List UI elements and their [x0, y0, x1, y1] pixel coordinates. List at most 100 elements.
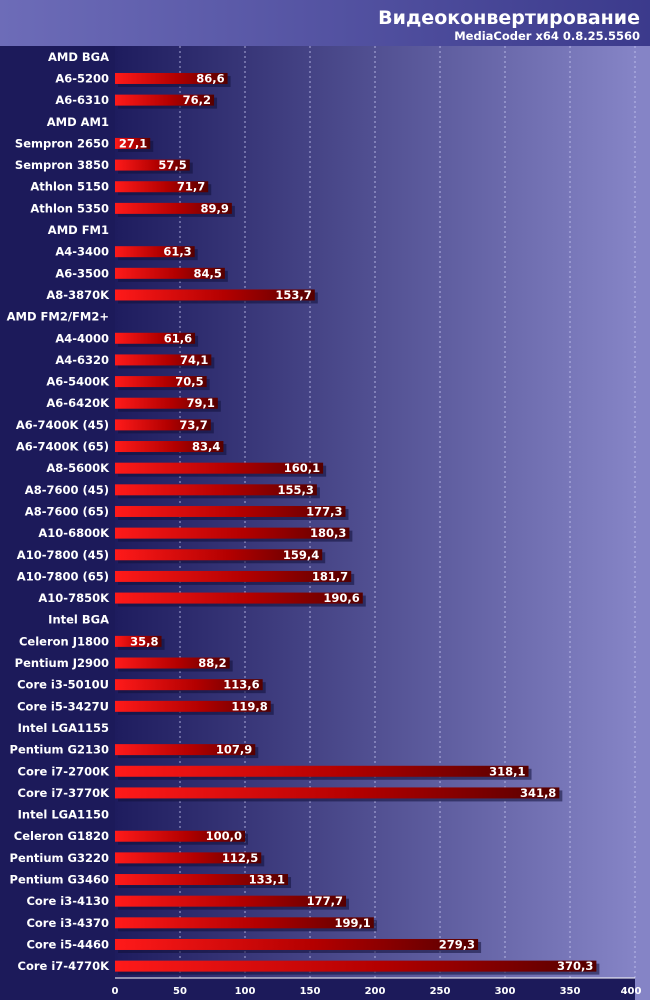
value-label: 83,4: [192, 440, 220, 454]
bar: [115, 765, 529, 777]
x-tick-label: 400: [621, 986, 642, 997]
bar: [115, 137, 151, 149]
bar: [115, 94, 215, 106]
value-label: 86,6: [196, 71, 224, 85]
value-label: 318,1: [489, 764, 525, 778]
chart-subtitle: MediaCoder x64 0.8.25.5560: [454, 29, 640, 43]
category-label: Core i5-4460: [26, 937, 109, 951]
category-label: Pentium G3460: [10, 873, 109, 887]
bar: [115, 549, 323, 561]
bar: [115, 267, 225, 279]
value-label: 71,7: [177, 180, 205, 194]
category-label: A6-6420K: [46, 396, 110, 410]
bar: [115, 960, 597, 972]
bar: [115, 462, 324, 474]
category-label: Intel BGA: [48, 613, 109, 627]
value-label: 153,7: [275, 288, 311, 302]
bar: [115, 72, 228, 84]
category-label: Core i3-5010U: [17, 678, 109, 692]
value-label: 84,5: [193, 266, 221, 280]
gridlines: [179, 46, 636, 978]
category-label: Sempron 2650: [15, 136, 109, 150]
bar: [115, 874, 289, 886]
value-label: 159,4: [283, 548, 319, 562]
bar: [115, 419, 211, 431]
bar: [115, 895, 347, 907]
value-label: 89,9: [200, 201, 228, 215]
bar: [115, 744, 256, 756]
x-tick-label: 0: [112, 986, 119, 997]
category-label: A8-3870K: [46, 288, 110, 302]
category-label: A6-7400K (65): [16, 440, 109, 454]
value-label: 70,5: [175, 375, 203, 389]
category-label: Core i3-4130: [26, 894, 109, 908]
value-label: 119,8: [231, 699, 267, 713]
title-band: [0, 0, 650, 46]
category-label: Core i7-3770K: [18, 786, 111, 800]
bar: [115, 700, 271, 712]
bar: [115, 505, 346, 517]
value-label: 190,6: [323, 591, 359, 605]
x-axis-ticks: 0 50 100 150 200 250 300 350 400: [112, 977, 642, 997]
category-label: A6-5400K: [46, 375, 110, 389]
category-label: Core i5-3427U: [17, 699, 109, 713]
value-label: 100,0: [206, 829, 242, 843]
value-label: 57,5: [158, 158, 186, 172]
value-label: 112,5: [222, 851, 258, 865]
value-label: 180,3: [310, 526, 346, 540]
bar: [115, 332, 196, 344]
category-label: A6-3500: [55, 266, 109, 280]
bar: [115, 527, 350, 539]
value-label: 107,9: [216, 743, 252, 757]
bar: [115, 592, 363, 604]
category-label: A10-7800 (65): [17, 569, 109, 583]
category-label: A4-4000: [55, 331, 109, 345]
bar: [115, 938, 479, 950]
category-label: AMD FM2/FM2+: [7, 310, 109, 324]
category-label: AMD FM1: [48, 223, 109, 237]
value-label: 73,7: [179, 418, 207, 432]
bar: [115, 917, 374, 929]
value-label: 370,3: [557, 959, 593, 973]
value-label: 341,8: [520, 786, 556, 800]
value-label: 199,1: [334, 916, 370, 930]
bar: [115, 246, 195, 258]
category-label: Core i7-2700K: [18, 764, 111, 778]
category-label: Pentium G2130: [10, 743, 109, 757]
value-label: 177,7: [307, 894, 343, 908]
category-label: A10-6800K: [38, 526, 110, 540]
bar: [115, 830, 245, 842]
value-label: 61,3: [163, 245, 191, 259]
x-tick-label: 250: [430, 986, 451, 997]
category-label: A8-7600 (45): [25, 483, 109, 497]
category-label: A10-7850K: [38, 591, 110, 605]
category-label: Intel LGA1155: [18, 721, 109, 735]
category-label: Athlon 5150: [30, 180, 109, 194]
category-label: Celeron G1820: [14, 829, 109, 843]
bar: [115, 852, 262, 864]
value-label: 279,3: [439, 937, 475, 951]
value-label: 160,1: [284, 461, 320, 475]
bar: [115, 635, 162, 647]
bar: [115, 679, 263, 691]
value-label: 74,1: [180, 353, 208, 367]
category-label: A8-5600K: [46, 461, 110, 475]
category-label: A4-3400: [55, 245, 109, 259]
value-label: 177,3: [306, 504, 342, 518]
category-label: A6-6310: [55, 93, 109, 107]
category-label: Pentium J2900: [15, 656, 109, 670]
bar: [115, 787, 560, 799]
category-label: AMD AM1: [47, 115, 109, 129]
category-label: A4-6320: [55, 353, 109, 367]
category-label: A6-5200: [55, 71, 109, 85]
x-tick-label: 50: [173, 986, 187, 997]
label-panel: [0, 46, 115, 1000]
x-tick-label: 350: [560, 986, 581, 997]
category-label: AMD BGA: [48, 50, 109, 64]
value-label: 133,1: [249, 873, 285, 887]
chart-title: Видеоконвертирование: [378, 7, 640, 29]
bar: [115, 657, 230, 669]
bar: [115, 441, 224, 453]
x-tick-label: 100: [235, 986, 256, 997]
